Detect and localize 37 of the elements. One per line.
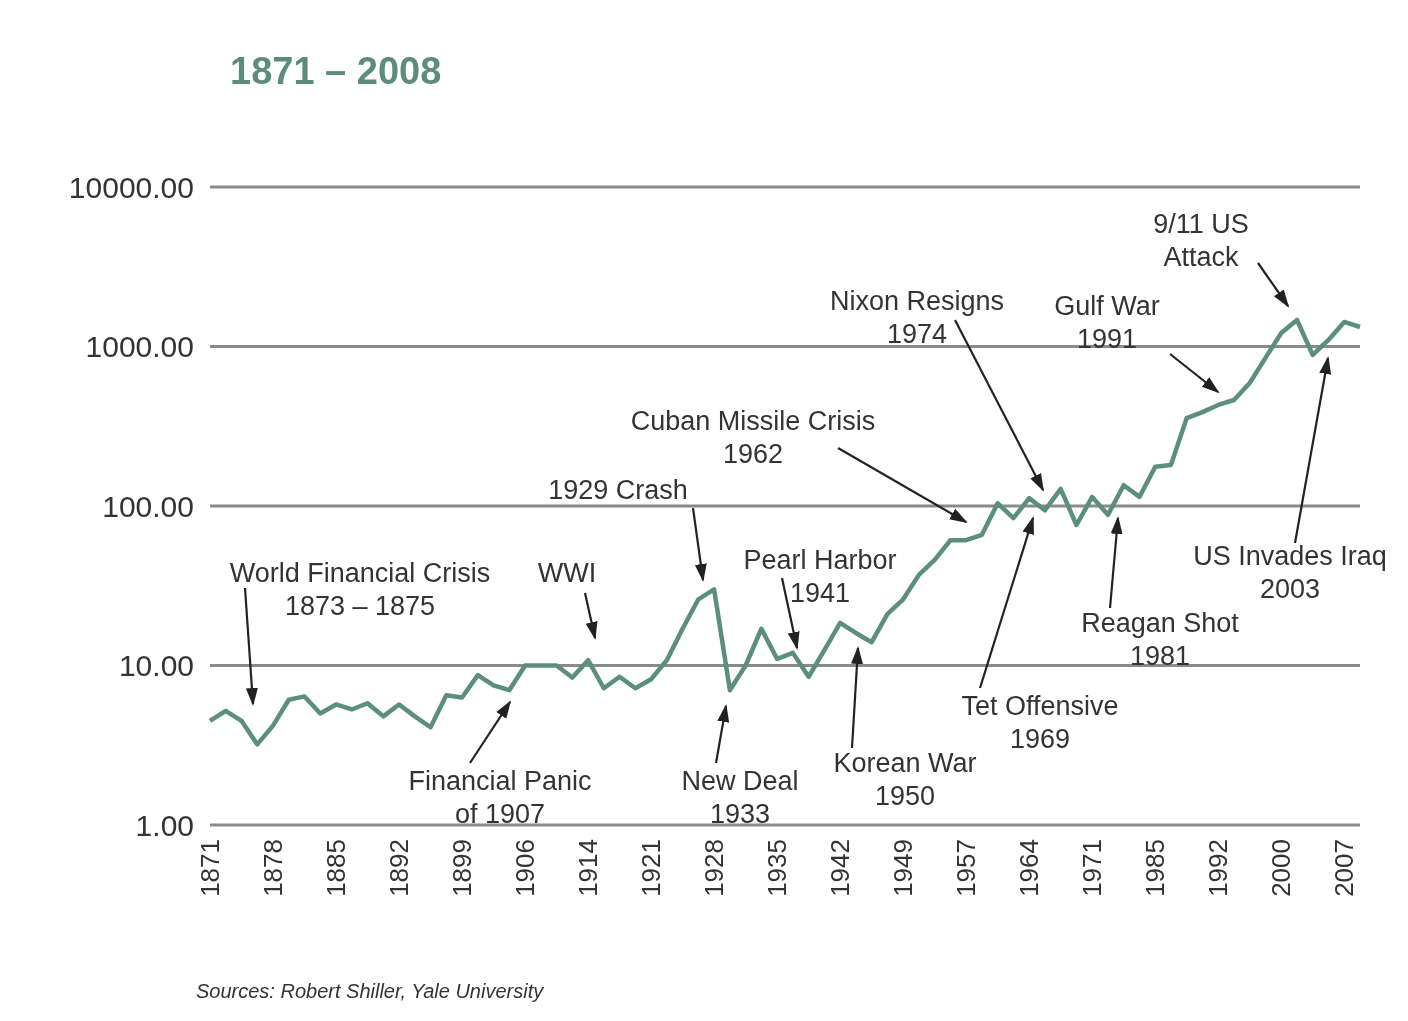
x-tick-label: 1885 (321, 839, 352, 897)
x-tick-label: 1992 (1203, 839, 1234, 897)
x-tick-label: 1899 (447, 839, 478, 897)
x-tick-label: 2007 (1329, 839, 1360, 897)
y-tick-label: 10000.00 (68, 170, 194, 204)
x-tick-label: 1871 (195, 839, 225, 897)
y-tick-label: 100.00 (102, 489, 194, 523)
y-tick-label: 1.00 (135, 808, 194, 842)
annotation: Nixon Resigns 1974 (829, 286, 1005, 349)
x-tick-label: 1964 (1014, 839, 1045, 897)
annotation: 9/11 US Attack (1153, 209, 1249, 272)
annotation: WWI (537, 558, 597, 588)
annotation: Cuban Missile Crisis 1962 (630, 406, 876, 469)
x-tick-label: 1942 (825, 839, 856, 897)
x-tick-label: 1878 (258, 839, 289, 897)
annotation: Pearl Harbor 1941 (743, 545, 897, 608)
annotation: 1929 Crash (548, 475, 688, 505)
x-tick-label: 1971 (1077, 839, 1108, 897)
y-tick-label: 1000.00 (85, 330, 194, 364)
x-tick-label: 1928 (699, 839, 730, 897)
x-tick-label: 1957 (951, 839, 982, 897)
annotation: Financial Panic of 1907 (408, 766, 592, 829)
annotation: World Financial Crisis 1873 – 1875 (229, 558, 491, 621)
source-note: Sources: Robert Shiller, Yale University (196, 980, 545, 1002)
x-tick-label: 2000 (1266, 839, 1297, 897)
x-tick-label: 1892 (384, 839, 415, 897)
x-tick-label: 1985 (1140, 839, 1171, 897)
x-tick-label: 1949 (888, 839, 919, 897)
y-tick-label: 10.00 (118, 649, 194, 683)
annotation: Reagan Shot 1981 (1081, 608, 1240, 671)
x-tick-label: 1914 (573, 839, 604, 897)
x-tick-label: 1921 (636, 839, 667, 897)
x-tick-label: 1906 (510, 839, 541, 897)
x-tick-label: 1935 (762, 839, 793, 897)
chart-title: 1871 – 2008 (230, 50, 442, 92)
annotation: New Deal 1933 (681, 766, 799, 829)
annotation: US Invades Iraq 2003 (1193, 541, 1387, 604)
